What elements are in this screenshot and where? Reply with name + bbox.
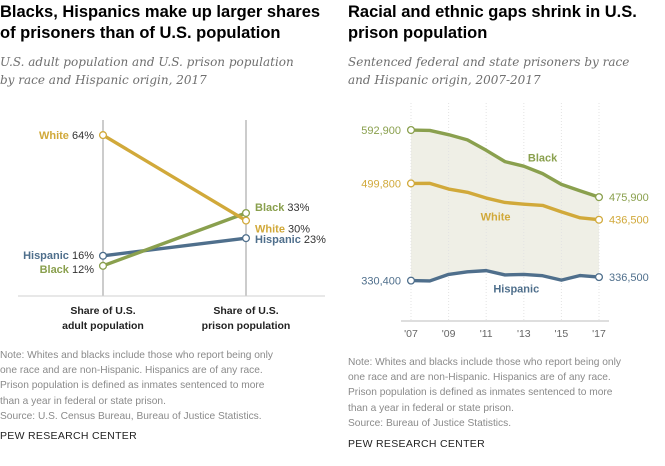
trend-point-hispanic-end [594,273,604,282]
slope-point-hispanic-start [98,251,108,260]
left-subtitle-line-1: U.S. adult population and U.S. prison po… [0,55,294,69]
trend-point-hispanic-start [406,276,416,285]
slope-hispanic-start-label: Hispanic 16% [23,250,94,262]
trend-point-black-end [594,193,604,202]
slope-category-label-1-line-2: adult population [62,320,144,332]
slope-line-black [101,211,248,268]
left-note-line-3: Prison population is defined as inmates … [0,380,265,392]
slope-point-black-start [98,261,108,270]
slope-white-end-label: White 30% [255,224,310,236]
right-org-label: PEW RESEARCH CENTER [348,438,485,450]
trend-black-series-label: Black [528,153,558,165]
slope-point-black-end [241,208,251,218]
left-chart-note: Note: Whites and blacks include those wh… [0,348,273,424]
slope-black-start-label: Black 12% [40,264,95,276]
left-chart-panel: Blacks, Hispanics make up larger shares … [0,2,326,442]
trend-chart: '07 '09 '11 '13 '15 '17 592,900 475,900 499,800 4… [361,103,649,340]
trend-black-start-value: 592,900 [361,125,401,137]
trend-gap-band [411,130,599,281]
trend-point-white-start [406,179,416,188]
right-title-line-2: prison population [348,24,488,42]
slope-hispanic-end-name: Hispanic [255,234,301,246]
left-note-line-1: Note: Whites and blacks include those wh… [0,350,273,361]
left-title-line-1: Blacks, Hispanics make up larger shares [0,3,321,21]
slope-hispanic-end-label: Hispanic 23% [255,234,326,246]
slope-white-end-value: 30% [285,224,310,236]
slope-white-start-label: White 64% [39,130,94,142]
trend-xtick-label-4: '13 [517,328,531,340]
slope-black-end-value: 33% [284,202,309,214]
left-chart-title: Blacks, Hispanics make up larger shares … [0,2,320,44]
slope-white-start-name: White [39,130,69,142]
trend-xtick-label-6: '17 [592,328,606,340]
slope-white-end-name: White [255,224,285,236]
slope-category-label-2-line-1: Share of U.S. [213,305,278,317]
slope-black-end-name: Black [255,202,285,214]
left-note-line-4: than a year in federal or state prison. [0,395,166,407]
trend-xtick-label-2: '09 [442,328,456,340]
left-subtitle-line-2: by race and Hispanic origin, 2017 [0,73,207,87]
trend-xtick-label-1: '07 [404,328,418,340]
right-note-line-5: Source: Bureau of Justice Statistics. [348,417,512,429]
right-title-line-1: Racial and ethnic gaps shrink in U.S. [348,3,637,21]
slope-point-hispanic-end [241,234,251,243]
slope-point-white-start [98,131,108,140]
slope-point-white-end [241,216,251,225]
trend-black-end-value: 475,900 [609,192,649,204]
slope-white-start-value: 64% [69,130,94,142]
right-chart-subtitle: Sentenced federal and state prisoners by… [348,53,629,89]
trend-point-white-end [594,215,604,224]
right-subtitle-line-2: and Hispanic origin, 2007-2017 [348,73,541,87]
left-chart-subtitle: U.S. adult population and U.S. prison po… [0,53,294,89]
trend-hispanic-end-value: 336,500 [609,272,649,284]
slope-category-label-2-line-2: prison population [202,320,291,332]
right-note-line-4: than a year in federal or state prison. [348,402,514,414]
trend-white-series-label: White [481,211,511,223]
slope-black-start-value: 12% [69,264,94,276]
slope-black-start-name: Black [40,264,70,276]
right-note-line-2: one race and are non-Hispanic. Hispanics… [348,372,611,384]
left-note-line-5: Source: U.S. Census Bureau, Bureau of Ju… [0,410,262,422]
left-org-label: PEW RESEARCH CENTER [0,430,137,442]
right-note-line-1: Note: Whites and blacks include those wh… [348,357,621,368]
slope-black-end-label: Black 33% [255,202,310,214]
trend-xtick-label-5: '15 [555,328,569,340]
right-subtitle-line-1: Sentenced federal and state prisoners by… [348,55,630,69]
trend-line-hispanic [409,268,601,283]
left-note-line-2: one race and are non-Hispanic. Hispanics… [0,365,263,377]
right-chart-panel: Racial and ethnic gaps shrink in U.S. pr… [348,0,665,466]
right-chart-title: Racial and ethnic gaps shrink in U.S. pr… [348,2,637,44]
trend-white-end-value: 436,500 [609,215,649,227]
slope-line-hispanic [101,236,248,258]
trend-line-white [409,181,601,222]
slope-category-label-1-line-1: Share of U.S. [70,305,135,317]
trend-line-black [409,128,601,199]
left-title-line-2: of prisoners than of U.S. population [0,24,281,42]
right-chart-note: Note: Whites and blacks include those wh… [348,355,621,431]
slope-hispanic-start-name: Hispanic [23,250,69,262]
trend-point-black-start [406,125,416,135]
right-note-line-3: Prison population is defined as inmates … [348,387,613,399]
trend-hispanic-series-label: Hispanic [493,283,539,295]
trend-xtick-label-3: '11 [480,328,493,340]
slope-chart: White 64%Black 12%Hispanic 16%White 30%B… [18,120,326,332]
slope-hispanic-end-value: 23% [301,234,326,246]
slope-line-white [101,133,248,223]
trend-hispanic-start-value: 330,400 [361,276,401,288]
slope-hispanic-start-value: 16% [69,250,94,262]
trend-white-start-value: 499,800 [361,178,401,190]
